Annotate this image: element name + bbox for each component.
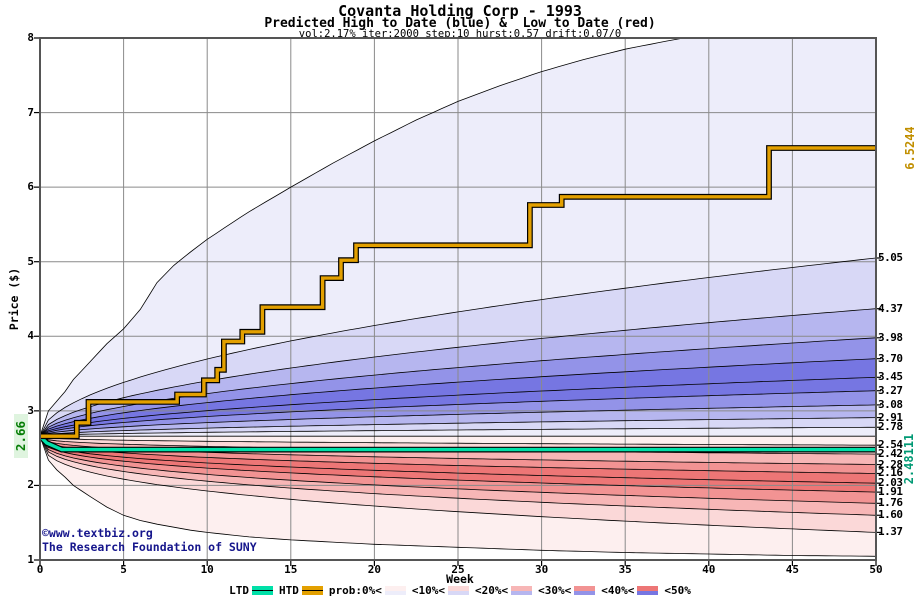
plot-border [39,37,877,561]
quantile-label-4.37: 4.37 [878,301,903,315]
gridlines [40,38,876,560]
quantile-label-1.60: 1.60 [878,508,903,522]
legend-swatch-ltd [252,586,273,595]
y-tick-6: 6 [27,180,34,194]
y-tick-8: 8 [27,31,34,44]
y-tick-5: 5 [27,254,34,268]
quantile-label-2.54: 2.54 [878,438,903,452]
legend-label-20: <20%< [474,584,509,597]
x-tick-40: 40 [702,563,716,576]
quantile-label-2.16: 2.16 [878,466,903,480]
chart-title: Covanta Holding Corp - 1993 [338,2,582,20]
legend-swatch-prob-4 [637,586,659,595]
quantile-label-2.91: 2.91 [878,410,903,424]
quantile-label-5.05: 5.05 [878,250,903,264]
chart-subtitle: Predicted High to Date (blue) & Low to D… [264,16,656,31]
quantile-label-3.70: 3.70 [878,351,903,365]
y-axis-title: Price ($) [7,267,21,331]
legend-label-10: <10%< [411,584,445,597]
quantile-label-3.98: 3.98 [878,330,903,344]
x-tick-5: 5 [120,563,127,576]
x-tick-30: 30 [534,563,549,576]
y-tick-2: 2 [27,478,34,492]
quantile-label-2.42: 2.42 [878,447,903,461]
quantile-label-3.08: 3.08 [878,397,903,411]
x-tick-50: 50 [869,563,883,576]
watermark-line1: ©www.textbiz.org [42,526,153,540]
x-tick-0: 0 [36,563,44,576]
ltd-line [40,434,876,453]
legend-swatch-prob-1 [447,586,469,595]
legend-swatch-prob-0 [384,586,406,595]
x-tick-25: 25 [451,563,465,576]
x-tick-45: 45 [785,563,800,576]
start-price-label: 2.66 [13,414,28,458]
watermark: ©www.textbiz.org The Research Foundation… [42,526,257,554]
ltd-final-label: 2.48111 [902,433,916,485]
y-tick-4: 4 [27,329,34,343]
quantile-label-3.45: 3.45 [878,370,903,384]
x-tick-20: 20 [367,563,382,576]
htd-final-label: 6.5244 [903,126,917,170]
y-tick-7: 7 [27,105,34,119]
legend-swatch-prob-2 [511,586,533,595]
legend-label-30: <30%< [538,584,572,597]
legend-swatch-prob-3 [574,586,596,595]
legend-label-40: <40%< [601,584,635,597]
legend-label-htd: HTD [279,584,299,597]
legend-label-prob0: prob:0%< [328,584,382,597]
legend: LTD HTD prob:0%< <10%< <20%< <30%< <40%< <50% [0,584,920,597]
quantile-label-1.76: 1.76 [878,496,903,510]
quantile-lines [40,38,876,557]
watermark-line2: The Research Foundation of SUNY [42,540,257,554]
quantile-label-3.27: 3.27 [878,383,903,397]
quantile-label-2.78: 2.78 [878,420,903,434]
quantile-label-2.28: 2.28 [878,457,903,471]
htd-line [40,145,876,440]
x-tick-10: 10 [200,563,214,576]
x-tick-35: 35 [618,563,632,576]
y-tick-3: 3 [27,403,34,417]
legend-swatch-htd [301,586,323,595]
quantile-label-1.91: 1.91 [878,485,903,499]
x-tick-15: 15 [284,563,298,576]
legend-label-50: <50% [664,584,691,597]
quantile-label-2.03: 2.03 [878,476,903,490]
quantile-label-1.37: 1.37 [878,525,903,539]
legend-label-ltd: LTD [229,584,249,597]
x-axis-title: Week [446,572,474,586]
y-tick-1: 1 [27,553,34,566]
